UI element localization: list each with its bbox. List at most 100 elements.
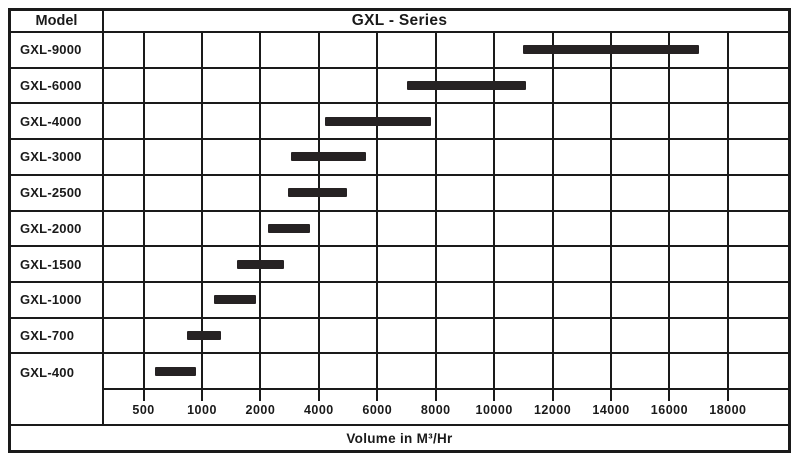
gridline: [259, 318, 262, 353]
model-label-cell: GXL-4000: [11, 104, 104, 141]
model-column-header: Model: [11, 11, 104, 31]
gridline: [434, 354, 437, 389]
gridline: [434, 140, 437, 174]
gridline: [610, 211, 613, 246]
model-row: GXL-700: [11, 318, 788, 355]
gridline: [201, 104, 203, 139]
gridline: [142, 104, 145, 139]
range-bar-gxl-6000: [406, 81, 527, 91]
gridline: [259, 175, 262, 210]
gridline: [201, 140, 203, 174]
tick-label: 10000: [475, 403, 513, 417]
model-label-cell: GXL-9000: [11, 33, 104, 69]
gridline: [201, 68, 203, 103]
gridline: [317, 318, 320, 353]
x-axis-title-row: Volume in M³/Hr: [11, 426, 788, 450]
gridline: [726, 140, 729, 174]
gridline: [668, 211, 671, 246]
gridline: [726, 175, 729, 210]
gridline: [493, 318, 496, 353]
gridline: [317, 33, 320, 67]
gridline: [259, 282, 262, 317]
gridline: [201, 175, 203, 210]
tick-mark: [434, 390, 437, 401]
model-label: GXL-2500: [20, 185, 82, 201]
model-label: GXL-3000: [20, 149, 82, 165]
gridline: [434, 33, 437, 67]
gridline: [259, 104, 262, 139]
gridline: [201, 33, 203, 67]
model-label: GXL-4000: [20, 113, 82, 129]
plot-cell: [104, 104, 788, 141]
gridline: [259, 140, 262, 174]
tick-mark: [142, 390, 145, 401]
gridline: [317, 68, 320, 103]
model-row: GXL-400: [11, 354, 788, 391]
gridline: [610, 247, 613, 281]
gridline: [142, 33, 145, 67]
model-label-cell: GXL-2000: [11, 211, 104, 248]
range-bar-gxl-4000: [324, 116, 432, 126]
gridline: [201, 354, 203, 389]
gridline: [142, 140, 145, 174]
gridline: [317, 104, 320, 139]
gridline: [259, 211, 262, 246]
gridline: [434, 282, 437, 317]
gridline: [142, 354, 145, 389]
model-label-cell: GXL-400: [11, 354, 104, 391]
gridline: [142, 247, 145, 281]
model-row: GXL-3000: [11, 140, 788, 176]
gridline: [551, 211, 554, 246]
chart-body: GXL-9000 GXL-6000 GXL-4000 GXL-3000 GXL-…: [11, 33, 788, 391]
tick-label: 14000: [592, 403, 630, 417]
gridline: [493, 140, 496, 174]
plot-cell: [104, 318, 788, 355]
gridline: [610, 282, 613, 317]
gridline: [551, 104, 554, 139]
plot-cell: [104, 282, 788, 319]
gridline: [551, 247, 554, 281]
tick-mark: [201, 390, 203, 401]
model-label: GXL-1500: [20, 256, 82, 272]
gridline: [551, 140, 554, 174]
x-axis-title: Volume in M³/Hr: [346, 430, 453, 446]
tick-label: 8000: [420, 403, 451, 417]
gridline: [376, 318, 379, 353]
gridline: [142, 318, 145, 353]
model-label: GXL-700: [20, 327, 75, 343]
tick-label: 1000: [187, 403, 217, 417]
chart-frame: Model GXL - Series GXL-9000 GXL-6000 GXL…: [8, 8, 791, 453]
plot-cell: [104, 175, 788, 212]
model-row: GXL-9000: [11, 33, 788, 69]
plot-cell: [104, 211, 788, 248]
gridline: [376, 354, 379, 389]
gridline: [376, 68, 379, 103]
model-label-cell: GXL-2500: [11, 175, 104, 212]
range-bar-gxl-2000: [267, 223, 311, 233]
model-row: GXL-6000: [11, 68, 788, 105]
gridline: [551, 354, 554, 389]
gridline: [493, 247, 496, 281]
tick-mark: [493, 390, 496, 401]
model-label: GXL-9000: [20, 42, 82, 58]
tick-label: 6000: [362, 403, 393, 417]
tick-label: 12000: [533, 403, 572, 417]
gridline: [493, 175, 496, 210]
range-bar-gxl-9000: [523, 45, 699, 55]
tick-label: 16000: [650, 403, 689, 417]
gridline: [317, 354, 320, 389]
model-label: GXL-1000: [20, 292, 82, 308]
model-row: GXL-2000: [11, 211, 788, 248]
gridline: [259, 33, 262, 67]
plot-cell: [104, 68, 788, 105]
model-label: GXL-2000: [20, 220, 82, 236]
chart-title: GXL - Series: [351, 12, 448, 29]
gridline: [317, 211, 320, 246]
gridline: [259, 68, 262, 103]
gridline: [610, 318, 613, 353]
gridline: [610, 104, 613, 139]
axis-left-spacer: [11, 390, 104, 424]
gridline: [610, 354, 613, 389]
gridline: [434, 318, 437, 353]
gridline: [726, 33, 729, 67]
